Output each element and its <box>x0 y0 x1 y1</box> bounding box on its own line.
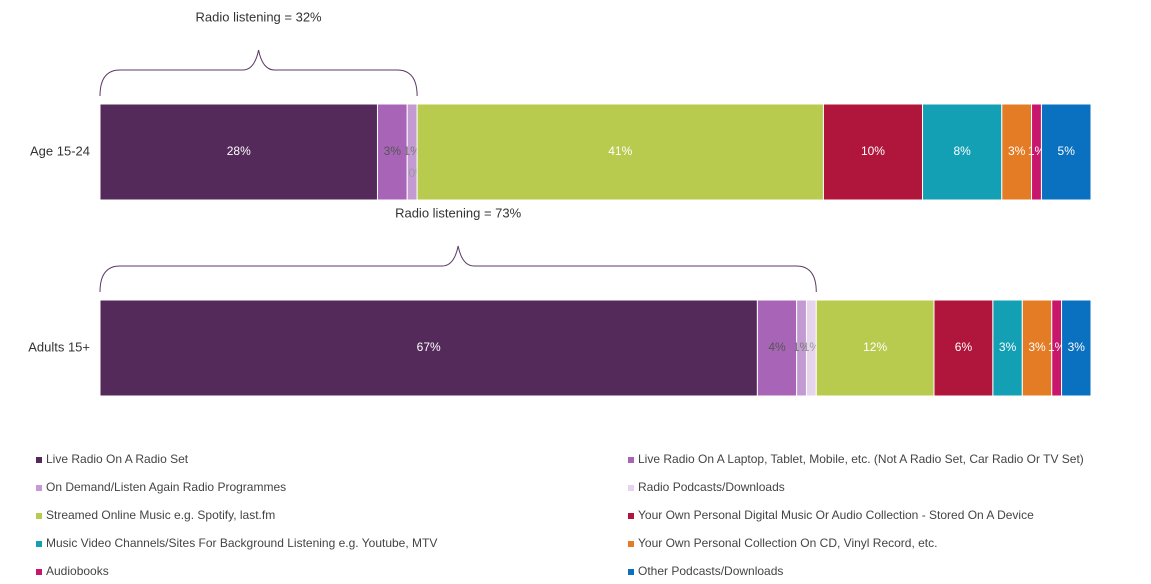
legend-swatch <box>36 541 42 547</box>
category-label: Adults 15+ <box>28 339 90 354</box>
bar-segment <box>815 299 935 397</box>
legend-label: Live Radio On A Laptop, Tablet, Mobile, … <box>638 452 1084 466</box>
legend-swatch <box>36 485 42 491</box>
legend-swatch <box>36 513 42 519</box>
bar-segment <box>1061 299 1092 397</box>
value-label: 3% <box>1068 340 1086 354</box>
value-label: 8% <box>953 144 971 158</box>
legend-label: Radio Podcasts/Downloads <box>638 480 785 494</box>
annotation: Radio listening = 32% <box>196 9 323 24</box>
legend-swatch <box>628 513 634 519</box>
annotation: Radio listening = 73% <box>395 205 522 220</box>
value-label: 3% <box>1028 340 1046 354</box>
value-label: 12% <box>863 340 887 354</box>
legend-label: Streamed Online Music e.g. Spotify, last… <box>46 508 275 522</box>
bar-segment <box>756 299 798 397</box>
value-label: 41% <box>608 144 632 158</box>
legend-swatch <box>628 485 634 491</box>
bar-segment <box>822 103 924 201</box>
bar-segment <box>922 103 1003 201</box>
legend-label: Your Own Personal Collection On CD, Viny… <box>638 536 937 550</box>
bar-segment <box>992 299 1023 397</box>
value-label: 4% <box>768 340 786 354</box>
value-label: 28% <box>227 144 251 158</box>
legend-swatch <box>36 457 42 463</box>
value-label: 3% <box>1008 144 1026 158</box>
legend-swatch <box>628 541 634 547</box>
value-label: 3% <box>384 144 402 158</box>
value-label: 3% <box>999 340 1017 354</box>
bar-segment <box>99 103 378 201</box>
legend-swatch <box>628 457 634 463</box>
value-label: 10% <box>861 144 885 158</box>
legend-label: Other Podcasts/Downloads <box>638 564 783 578</box>
bracket <box>99 49 418 97</box>
value-label: 67% <box>417 340 441 354</box>
legend-label: Music Video Channels/Sites For Backgroun… <box>46 536 437 550</box>
legend-label: Live Radio On A Radio Set <box>46 452 189 466</box>
legend-label: Audiobooks <box>46 564 109 578</box>
bar-segment <box>1040 103 1092 201</box>
bar-segment <box>933 299 994 397</box>
legend-swatch <box>36 569 42 575</box>
legend-label: On Demand/Listen Again Radio Programmes <box>46 480 286 494</box>
value-label: 5% <box>1058 144 1076 158</box>
legend-label: Your Own Personal Digital Music Or Audio… <box>638 508 1034 522</box>
bar-segment <box>376 103 408 201</box>
bracket <box>99 245 817 293</box>
legend-swatch <box>628 569 634 575</box>
category-label: Age 15-24 <box>30 143 90 158</box>
bar-segment <box>1021 299 1053 397</box>
bar-segment <box>99 299 758 397</box>
bar-segment <box>416 103 824 201</box>
value-label: 6% <box>955 340 973 354</box>
